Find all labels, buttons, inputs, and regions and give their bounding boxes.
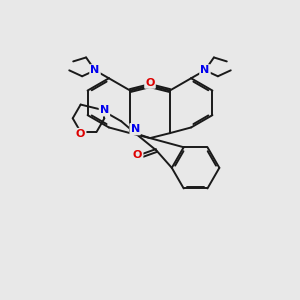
Text: N: N [130, 124, 140, 134]
Text: N: N [200, 65, 210, 75]
Text: N: N [100, 105, 109, 116]
Text: N: N [90, 65, 100, 75]
Text: O: O [133, 150, 142, 161]
Text: O: O [145, 78, 155, 88]
Text: O: O [76, 129, 85, 139]
